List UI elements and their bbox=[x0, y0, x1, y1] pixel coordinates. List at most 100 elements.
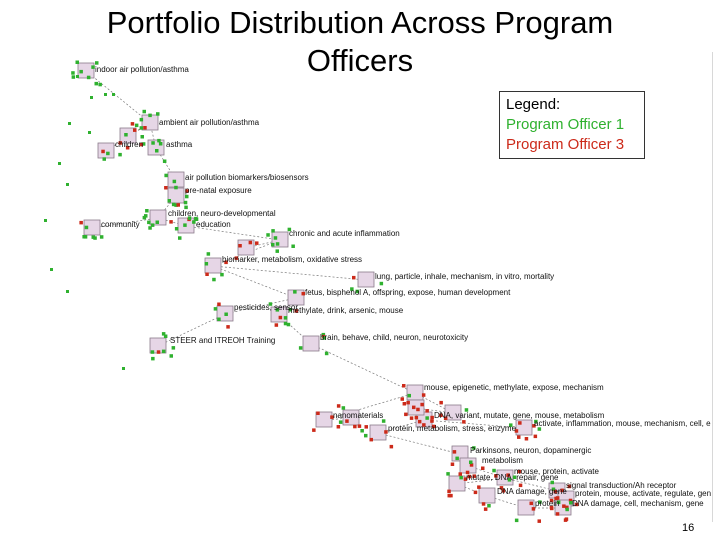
right-border bbox=[712, 52, 720, 522]
topic-label-7: community bbox=[101, 220, 140, 229]
topic-label-1: ambient air pollution/asthma bbox=[159, 118, 260, 127]
doc-dot bbox=[226, 325, 230, 329]
doc-dot bbox=[462, 420, 466, 424]
topic-node-18 bbox=[315, 411, 333, 428]
doc-dot bbox=[316, 411, 320, 415]
doc-dot bbox=[130, 122, 135, 126]
doc-dot bbox=[205, 272, 209, 276]
doc-dot bbox=[275, 242, 280, 246]
doc-dot bbox=[341, 406, 346, 410]
doc-dot bbox=[555, 496, 560, 500]
doc-dot bbox=[416, 407, 420, 412]
doc-dot bbox=[465, 470, 470, 475]
doc-dot bbox=[549, 498, 554, 503]
doc-dot bbox=[171, 346, 176, 350]
doc-dot bbox=[450, 462, 455, 466]
doc-dot bbox=[534, 419, 538, 424]
doc-dot bbox=[140, 135, 144, 139]
doc-dot bbox=[212, 277, 216, 282]
doc-dot bbox=[487, 504, 491, 508]
topic-node-28 bbox=[478, 487, 496, 504]
doc-dot bbox=[217, 317, 221, 321]
doc-dot bbox=[432, 424, 436, 429]
edge-14 bbox=[278, 314, 312, 345]
doc-dot bbox=[163, 334, 168, 338]
topic-label-3: asthma bbox=[166, 140, 193, 149]
doc-dot bbox=[494, 474, 498, 478]
doc-dot bbox=[268, 302, 273, 306]
doc-dot bbox=[172, 179, 177, 184]
doc-dot bbox=[98, 82, 102, 87]
doc-dot bbox=[273, 236, 278, 240]
doc-dot bbox=[562, 504, 566, 508]
topic-node-12 bbox=[287, 289, 305, 306]
doc-dot bbox=[112, 93, 115, 96]
doc-dot bbox=[449, 493, 453, 498]
doc-dot bbox=[364, 433, 368, 438]
doc-dot bbox=[283, 321, 288, 326]
doc-dot bbox=[458, 472, 462, 476]
doc-dot bbox=[286, 322, 291, 327]
doc-dot bbox=[402, 384, 406, 388]
doc-dot bbox=[352, 275, 356, 280]
doc-dot bbox=[417, 419, 422, 424]
doc-dot bbox=[148, 226, 152, 230]
doc-dot bbox=[499, 486, 504, 490]
doc-dot bbox=[79, 220, 83, 225]
doc-dot bbox=[459, 475, 463, 480]
doc-dot bbox=[122, 367, 125, 370]
doc-dot bbox=[353, 424, 357, 429]
doc-dot bbox=[565, 505, 569, 510]
doc-dot bbox=[439, 400, 443, 405]
doc-dot bbox=[275, 249, 279, 253]
doc-dot bbox=[71, 75, 76, 79]
doc-dot bbox=[560, 488, 564, 493]
topic-node-32 bbox=[119, 127, 137, 144]
doc-dot bbox=[234, 256, 239, 260]
doc-dot bbox=[517, 435, 521, 439]
doc-dot bbox=[151, 141, 155, 145]
topic-label-28: DNA damage, gene bbox=[497, 487, 567, 496]
doc-dot bbox=[155, 220, 159, 224]
doc-dot bbox=[150, 223, 155, 227]
doc-dot bbox=[514, 518, 519, 523]
doc-dot bbox=[518, 483, 523, 488]
doc-dot bbox=[400, 397, 404, 401]
doc-dot bbox=[143, 126, 147, 130]
doc-dot bbox=[95, 61, 99, 65]
doc-dot bbox=[512, 475, 517, 479]
doc-dot bbox=[93, 236, 97, 240]
doc-dot bbox=[139, 117, 144, 122]
doc-dot bbox=[425, 409, 429, 413]
topic-label-19: DNA, variant, mutate, gene, mouse, metab… bbox=[434, 411, 605, 420]
edge-28 bbox=[486, 495, 527, 509]
doc-dot bbox=[283, 316, 288, 320]
doc-dot bbox=[178, 236, 182, 240]
doc-dot bbox=[293, 290, 297, 294]
doc-dot bbox=[84, 225, 89, 230]
doc-dot bbox=[336, 404, 341, 408]
topic-node-4 bbox=[167, 171, 185, 188]
doc-dot bbox=[291, 244, 295, 248]
doc-dot bbox=[90, 96, 93, 99]
topic-label-23: metabolism bbox=[482, 456, 523, 465]
doc-dot bbox=[124, 133, 128, 137]
legend-box: Legend: Program Officer 1 Program Office… bbox=[499, 91, 645, 159]
doc-dot bbox=[330, 415, 334, 419]
edge-10 bbox=[212, 265, 367, 281]
doc-dot bbox=[142, 109, 146, 114]
topic-label-5: pre-natal exposure bbox=[185, 186, 252, 195]
doc-dot bbox=[255, 241, 259, 245]
doc-dot bbox=[185, 194, 189, 199]
topic-node-16 bbox=[302, 335, 320, 352]
doc-dot bbox=[481, 502, 486, 506]
topic-label-16: brain, behave, child, neuron, neurotoxic… bbox=[320, 333, 468, 342]
doc-dot bbox=[336, 425, 341, 429]
doc-dot bbox=[287, 227, 292, 232]
doc-dot bbox=[473, 490, 478, 495]
doc-dot bbox=[406, 400, 410, 405]
doc-dot bbox=[565, 507, 569, 512]
doc-dot bbox=[162, 159, 167, 163]
doc-dot bbox=[156, 350, 161, 354]
doc-dot bbox=[430, 415, 434, 420]
